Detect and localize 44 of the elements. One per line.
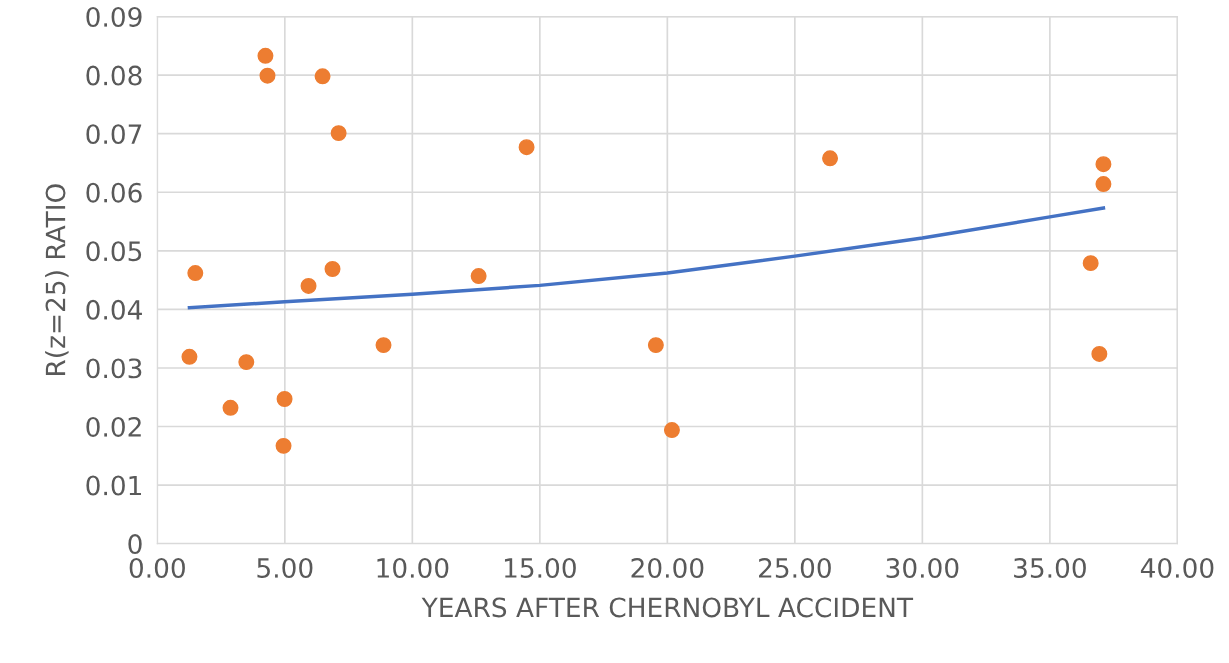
x-tick-label: 15.00	[504, 558, 576, 578]
point	[330, 125, 347, 142]
point	[822, 150, 839, 167]
y-tick-label: 0.01	[86, 475, 141, 496]
x-tick-label: 10.00	[377, 558, 449, 578]
point	[1082, 255, 1099, 272]
point	[222, 399, 239, 416]
y-tick-label: 0.08	[86, 65, 142, 86]
point	[1095, 176, 1112, 193]
x-tick-label: 20.00	[631, 558, 704, 578]
point	[375, 337, 392, 354]
y-tick-label: 0.03	[86, 358, 142, 379]
point	[276, 391, 293, 407]
point	[470, 268, 487, 284]
y-tick-label: 0.06	[86, 182, 142, 203]
y-tick-label: 0.07	[86, 124, 142, 145]
point	[300, 277, 317, 294]
point	[187, 265, 204, 282]
line-series	[187, 206, 1106, 310]
point	[259, 67, 276, 84]
y-tick-label: 0.05	[86, 241, 142, 262]
x-tick-label: 40.00	[1140, 558, 1214, 578]
x-tick-label: 25.00	[759, 558, 831, 578]
y-tick-label: 0.04	[86, 299, 142, 320]
y-tick-label: 0.09	[86, 7, 142, 27]
y-tick-label: 0.02	[86, 416, 141, 437]
x-tick-label: 35.00	[1014, 558, 1086, 578]
x-tick-label: 0.00	[129, 558, 185, 578]
point	[314, 68, 331, 85]
point	[324, 261, 341, 277]
point	[181, 348, 198, 365]
point	[1091, 345, 1108, 362]
y-tick-label: 0	[128, 534, 142, 555]
x-tick-label: 5.00	[257, 558, 313, 578]
point	[518, 139, 535, 156]
point	[238, 354, 255, 371]
point	[257, 47, 274, 64]
point	[647, 337, 664, 354]
point	[275, 437, 292, 454]
x-axis-title: YEARS AFTER CHERNOBYL ACCIDENT	[421, 597, 914, 618]
x-tick-label: 30.00	[886, 558, 959, 578]
point	[663, 422, 680, 439]
y-axis-title: R(z=25) RATIO	[45, 184, 69, 375]
point	[1095, 156, 1112, 173]
